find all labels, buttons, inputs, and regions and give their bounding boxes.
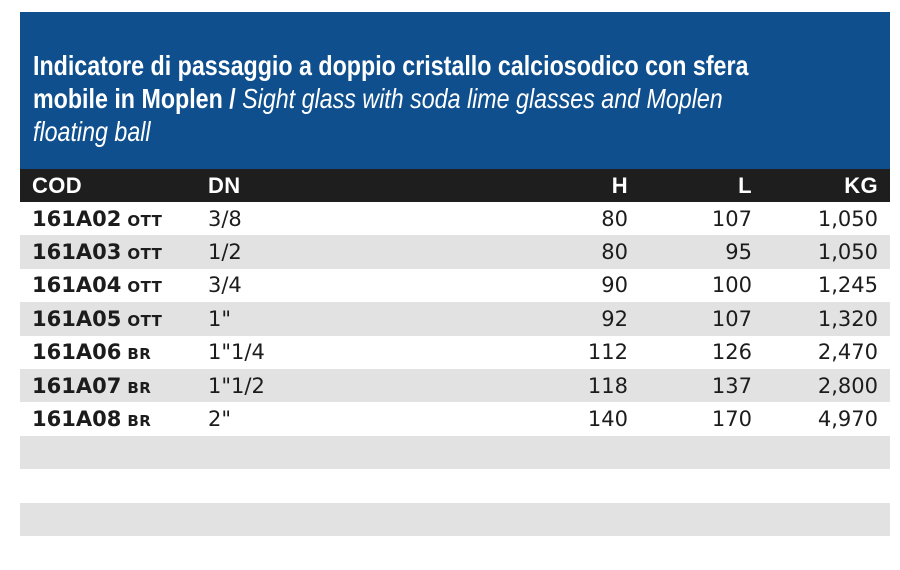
cell-kg: 1,320: [817, 306, 878, 331]
cell-l: 100: [711, 273, 752, 298]
cell-h: 92: [601, 306, 628, 331]
product-code-suffix: OTT: [127, 245, 163, 264]
cell-cod: 161A08 BR: [32, 407, 208, 431]
cell-kg: 1,050: [817, 206, 878, 231]
cell-kg: 2,470: [817, 340, 878, 365]
table-row: [20, 469, 890, 503]
cell-dn: 1": [208, 306, 232, 331]
table-row: 161A03 OTT 1/2 80 95 1,050: [20, 235, 890, 269]
title-line-2: mobile in Moplen / Sight glass with soda…: [33, 82, 733, 115]
cell-h: 140: [587, 407, 628, 432]
cell-dn: 3/8: [208, 206, 242, 231]
cell-dn: 2": [208, 407, 232, 432]
cell-kg: 4,970: [817, 407, 878, 432]
cell-h: 118: [587, 373, 628, 398]
cell-l: 95: [725, 240, 752, 265]
cell-h: 80: [601, 206, 628, 231]
cell-cod: 161A06 BR: [32, 340, 208, 364]
cell-cod: 161A02 OTT: [32, 207, 208, 231]
title-line-1: Indicatore di passaggio a doppio cristal…: [33, 49, 748, 82]
cell-cod: 161A04 OTT: [32, 273, 208, 297]
cell-h: 90: [601, 273, 628, 298]
cell-cod: 161A07 BR: [32, 374, 208, 398]
title-line-3: floating ball: [33, 115, 733, 148]
column-header-dn: DN: [208, 172, 241, 198]
cell-h: 112: [587, 340, 628, 365]
title-english-part: Sight glass with soda lime glasses and M…: [242, 83, 723, 114]
product-code: 161A08: [32, 407, 122, 432]
product-code: 161A03: [32, 240, 122, 265]
table-row: 161A05 OTT 1" 92 107 1,320: [20, 302, 890, 336]
product-code: 161A06: [32, 340, 122, 365]
product-code: 161A07: [32, 373, 122, 398]
table-row: 161A02 OTT 3/8 80 107 1,050: [20, 202, 890, 236]
product-code: 161A02: [32, 206, 122, 231]
cell-kg: 1,050: [817, 240, 878, 265]
cell-cod: 161A05 OTT: [32, 307, 208, 331]
product-code-suffix: BR: [127, 378, 152, 397]
cell-h: 80: [601, 240, 628, 265]
cell-kg: 1,245: [817, 273, 878, 298]
column-header-cod: COD: [32, 172, 83, 198]
column-header-l: L: [738, 172, 752, 198]
column-header-h: H: [611, 172, 628, 198]
table-row: 161A04 OTT 3/4 90 100 1,245: [20, 268, 890, 303]
title-english-part: floating ball: [33, 116, 151, 147]
title-italian-part: mobile in Moplen /: [33, 83, 236, 114]
cell-cod: 161A03 OTT: [32, 240, 208, 264]
cell-dn: 3/4: [208, 273, 242, 298]
table-row: [20, 435, 890, 470]
cell-l: 126: [711, 340, 752, 365]
product-code-suffix: BR: [127, 412, 152, 431]
product-code: 161A05: [32, 306, 122, 331]
cell-l: 137: [711, 373, 752, 398]
cell-l: 107: [711, 206, 752, 231]
cell-kg: 2,800: [817, 373, 878, 398]
column-header-kg: KG: [844, 172, 878, 198]
table-header-row: COD DN H L KG: [20, 169, 890, 202]
table-row: 161A08 BR 2" 140 170 4,970: [20, 402, 890, 436]
cell-dn: 1/2: [208, 240, 242, 265]
cell-l: 107: [711, 306, 752, 331]
product-code-suffix: OTT: [127, 311, 163, 330]
title-italian-part: Indicatore di passaggio a doppio cristal…: [33, 50, 749, 81]
cell-dn: 1"1/4: [208, 340, 265, 365]
cell-dn: 1"1/2: [208, 373, 265, 398]
table-row: 161A06 BR 1"1/4 112 126 2,470: [20, 335, 890, 369]
table-row: 161A07 BR 1"1/2 118 137 2,800: [20, 368, 890, 403]
cell-l: 170: [711, 407, 752, 432]
product-title: Indicatore di passaggio a doppio cristal…: [33, 49, 748, 148]
product-code-suffix: BR: [127, 345, 152, 364]
title-banner: Indicatore di passaggio a doppio cristal…: [20, 12, 890, 169]
product-code-suffix: OTT: [127, 278, 163, 297]
table-body: 161A02 OTT 3/8 80 107 1,050 161A03 OTT 1…: [20, 202, 890, 536]
product-code: 161A04: [32, 273, 122, 298]
product-code-suffix: OTT: [127, 211, 163, 230]
catalog-page: Indicatore di passaggio a doppio cristal…: [20, 12, 890, 536]
table-row: [20, 502, 890, 536]
